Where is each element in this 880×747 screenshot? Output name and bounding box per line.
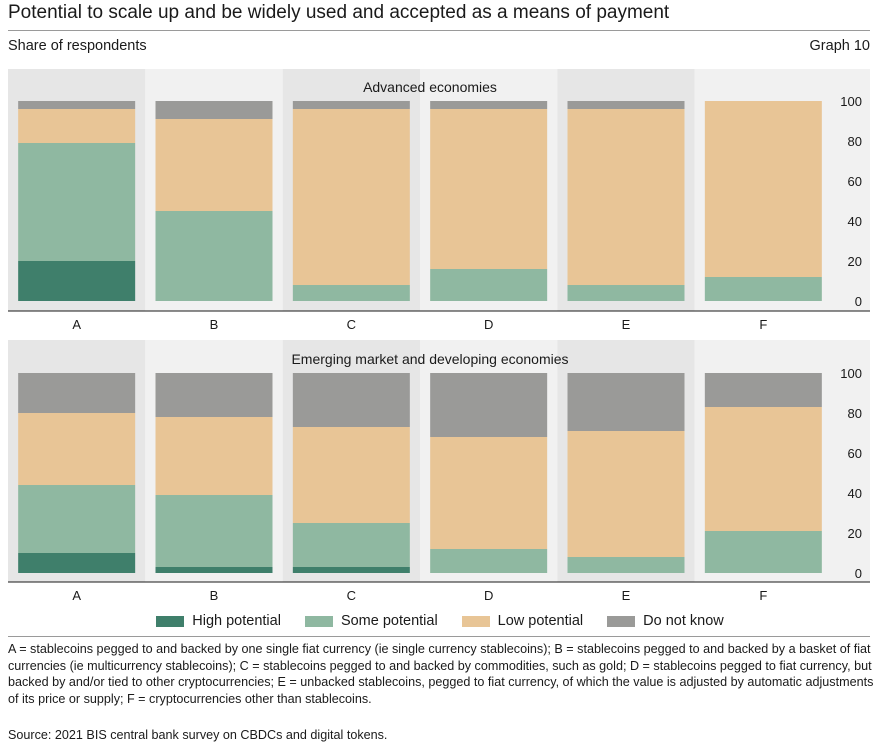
legend-swatch-high — [156, 615, 185, 627]
bar-segment — [430, 109, 548, 269]
bar-segment — [155, 373, 273, 417]
legend-item-low: Low potential — [461, 613, 584, 629]
x-tick-label: D — [484, 588, 493, 603]
bar-segment — [155, 211, 273, 301]
bar-segment — [567, 109, 685, 285]
bar-segment — [704, 101, 822, 277]
notes-rule — [8, 636, 870, 637]
y-tick-label: 40 — [848, 486, 862, 501]
x-tick-label: C — [347, 317, 356, 332]
y-tick-label: 80 — [848, 406, 862, 421]
panel-title: Emerging market and developing economies — [291, 351, 568, 367]
bar-segment — [292, 427, 410, 523]
bar-segment — [18, 143, 136, 261]
y-tick-label: 60 — [848, 446, 862, 461]
legend-item-high: High potential — [156, 613, 281, 629]
y-tick-label: 60 — [848, 174, 862, 189]
x-tick-label: E — [622, 317, 631, 332]
panel-title: Advanced economies — [363, 79, 497, 95]
bar-segment — [567, 431, 685, 557]
legend-label-some: Some potential — [340, 613, 438, 629]
bar-segment — [18, 373, 136, 413]
bar-segment — [567, 373, 685, 431]
bar-segment — [292, 101, 410, 109]
bar-segment — [567, 557, 685, 573]
x-tick-label: A — [72, 588, 81, 603]
footnote-text: A = stablecoins pegged to and backed by … — [8, 642, 874, 706]
y-tick-label: 0 — [855, 294, 862, 309]
y-tick-label: 100 — [840, 94, 862, 109]
bar-segment — [155, 101, 273, 119]
bar-segment — [567, 101, 685, 109]
bar-segment — [292, 567, 410, 573]
bar-segment — [430, 437, 548, 549]
legend-item-dontknow: Do not know — [607, 613, 724, 629]
x-tick-label: E — [622, 588, 631, 603]
bar-segment — [155, 417, 273, 495]
bar-segment — [155, 495, 273, 567]
chart-title: Potential to scale up and be widely used… — [8, 2, 670, 23]
bar-segment — [18, 553, 136, 573]
bar-segment — [155, 119, 273, 211]
y-tick-label: 40 — [848, 214, 862, 229]
x-tick-label: B — [210, 317, 219, 332]
legend-label-low: Low potential — [497, 613, 584, 629]
bar-segment — [704, 531, 822, 573]
graph-number: Graph 10 — [809, 38, 870, 54]
bar-segment — [292, 373, 410, 427]
legend-swatch-dontknow — [607, 615, 636, 627]
x-tick-label: F — [759, 588, 767, 603]
legend-label-high: High potential — [192, 613, 281, 629]
axis-band — [832, 340, 870, 582]
bar-segment — [704, 373, 822, 407]
bar-segment — [18, 485, 136, 553]
x-tick-label: C — [347, 588, 356, 603]
bar-segment — [430, 549, 548, 573]
x-tick-label: B — [210, 588, 219, 603]
y-tick-label: 0 — [855, 566, 862, 581]
bar-segment — [292, 109, 410, 285]
y-tick-label: 100 — [840, 366, 862, 381]
stacked-bar-chart: Advanced economies A B C D E F 0 20 40 60 80 100 Emer… — [8, 69, 870, 603]
legend-label-dontknow: Do not know — [643, 613, 724, 629]
bar-segment — [18, 261, 136, 301]
y-tick-label: 20 — [848, 254, 862, 269]
x-tick-label: D — [484, 317, 493, 332]
legend-swatch-low — [461, 615, 490, 627]
x-tick-label: F — [759, 317, 767, 332]
title-rule — [8, 30, 870, 31]
bar-segment — [430, 269, 548, 301]
bar-segment — [704, 277, 822, 301]
bar-segment — [430, 373, 548, 437]
bar-segment — [155, 567, 273, 573]
legend-swatch-some — [304, 615, 333, 627]
legend-item-some: Some potential — [304, 613, 438, 629]
chart-legend: High potential Some potential Low potent… — [0, 613, 880, 629]
bar-segment — [18, 109, 136, 143]
bar-segment — [430, 101, 548, 109]
bar-segment — [18, 413, 136, 485]
bar-segment — [292, 285, 410, 301]
bar-segment — [704, 407, 822, 531]
y-tick-label: 20 — [848, 526, 862, 541]
bar-segment — [567, 285, 685, 301]
x-tick-label: A — [72, 317, 81, 332]
chart-subtitle: Share of respondents — [8, 38, 147, 54]
bar-segment — [292, 523, 410, 567]
y-tick-label: 80 — [848, 134, 862, 149]
axis-band — [832, 69, 870, 311]
bar-segment — [18, 101, 136, 109]
source-note: Source: 2021 BIS central bank survey on … — [8, 728, 388, 742]
